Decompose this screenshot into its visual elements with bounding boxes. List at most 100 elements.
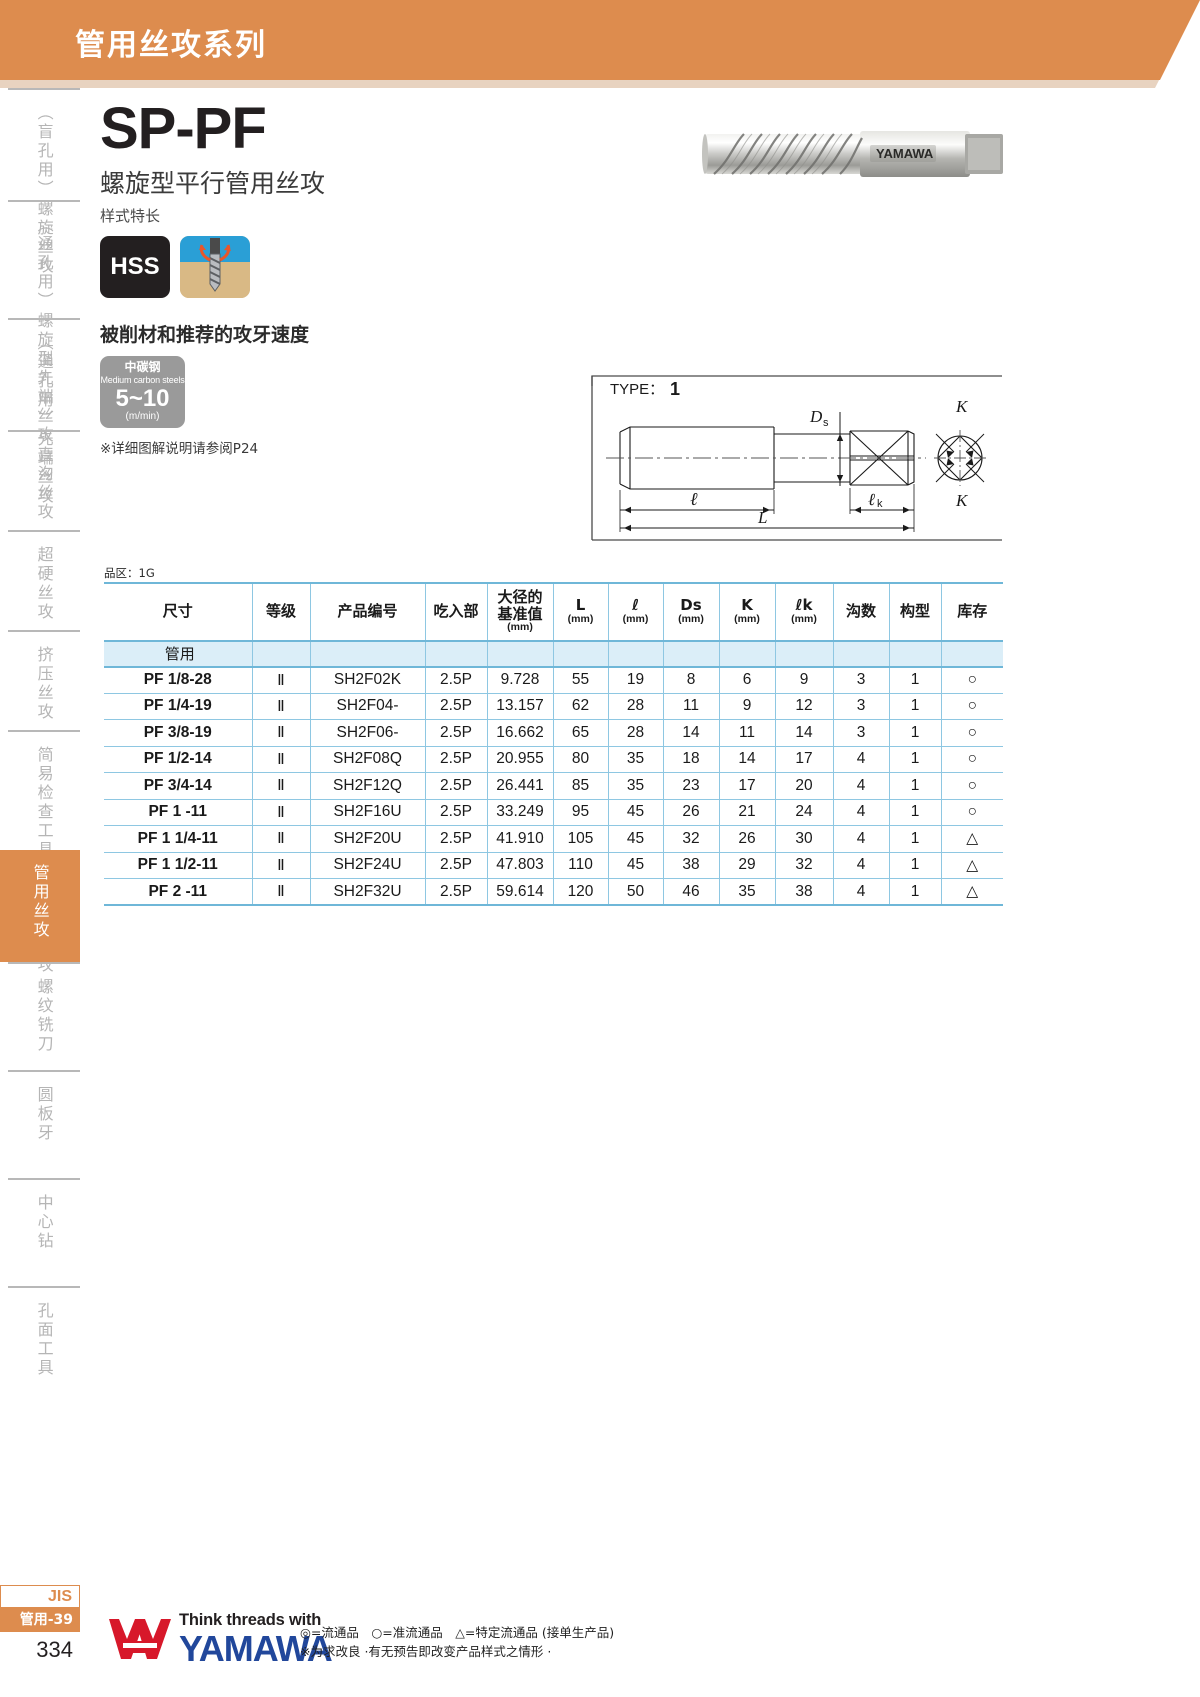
page-title: SP-PF [100, 96, 267, 161]
cell-flute-count: 4 [832, 825, 889, 853]
column-header-7: Ds (mm) [662, 583, 719, 641]
sidebar-item-7[interactable]: 管用丝攻 [0, 850, 80, 962]
table-row: PF 1 1/4-11 Ⅱ SH2F20U 2.5P 41.910 105 45 32 26 30… [104, 825, 1003, 853]
cell-type: 1 [888, 719, 941, 747]
column-header-5: L (mm) [552, 583, 608, 641]
category-cell [888, 640, 941, 668]
cell-grade: Ⅱ [251, 772, 310, 800]
sidebar-item-label: 孔面工具 [34, 1302, 54, 1378]
cell-stock-status: △ [940, 852, 1003, 880]
cell-shank-ds: 23 [662, 772, 719, 800]
sidebar-item-4[interactable]: 超硬丝攻 [8, 530, 80, 630]
cutting-speed-badge: 中碳钢 Medium carbon steels 5~10 (m/min) [100, 356, 185, 428]
product-info-block: SP-PF 螺旋型平行管用丝攻 样式特长 HSS 被削材和推荐的攻牙速度 [100, 100, 1020, 457]
category-cell [424, 640, 487, 668]
dim-lk: ℓ [868, 490, 875, 509]
sidebar-item-sublabel: （盲孔用） [34, 104, 54, 199]
sidebar-item-3[interactable]: 直沟丝攻 [8, 430, 80, 530]
cell-chamfer: 2.5P [424, 772, 487, 800]
cell-length-L: 65 [552, 719, 608, 747]
stock-legend: ◎=流通品 ○=准流通品 △=特定流通品 (接单生产品) ※为求改良 ·有无预告… [300, 1623, 614, 1662]
sidebar-item-6[interactable]: 特殊螺纹丝攻简易检查工具 [8, 730, 80, 975]
sidebar-item-1[interactable]: 螺旋型先端丝攻 （通孔用） [8, 200, 80, 445]
sidebar-item-label: 螺旋型先端丝攻 [34, 312, 54, 445]
table-row: PF 1 1/2-11 Ⅱ SH2F24U 2.5P 47.803 110 45 38 29 32… [104, 852, 1003, 880]
cell-length-l: 35 [607, 772, 663, 800]
cell-product-code: SH2F32U [309, 878, 425, 907]
cell-stock-status: △ [940, 878, 1003, 907]
sidebar-item-2[interactable]: 先端丝攻 （通孔用） [8, 318, 80, 506]
cell-grade: Ⅱ [251, 693, 310, 721]
sidebar-item-label: 中心钻 [34, 1194, 54, 1251]
cell-major-diameter: 33.249 [486, 799, 553, 827]
type-label: TYPE： [610, 381, 664, 398]
cell-major-diameter: 47.803 [486, 852, 553, 880]
cell-flute-count: 3 [832, 666, 889, 694]
cell-flute-count: 4 [832, 799, 889, 827]
cell-shank-ds: 32 [662, 825, 719, 853]
svg-text:s: s [823, 417, 829, 429]
sidebar-item-9[interactable]: 圆板牙 [8, 1070, 80, 1178]
cell-stock-status: ○ [940, 772, 1003, 800]
svg-text:k: k [877, 498, 883, 510]
column-unit: (mm) [734, 612, 760, 625]
dim-L: L [757, 508, 767, 527]
dim-l-small: ℓ [690, 489, 698, 509]
sidebar-item-label: 管用丝攻 [30, 864, 50, 940]
page-side-marker: JIS 管用-39 334 [0, 1585, 80, 1663]
cell-square-k: 17 [718, 772, 775, 800]
column-header-11: 构型 [888, 583, 941, 641]
logo-tagline: Think threads with [179, 1611, 322, 1629]
sidebar-item-0[interactable]: 螺旋丝攻 （盲孔用） [8, 88, 80, 276]
technical-drawing: TYPE： 1 [578, 372, 1006, 550]
cell-length-L: 110 [552, 852, 608, 880]
cell-grade: Ⅱ [251, 825, 310, 853]
cell-type: 1 [888, 666, 941, 694]
cell-flute-count: 3 [832, 719, 889, 747]
sidebar-item-11[interactable]: 孔面工具 [8, 1286, 80, 1406]
column-unit: (mm) [622, 612, 649, 625]
cell-grade: Ⅱ [251, 666, 310, 694]
column-header-6: ℓ (mm) [607, 583, 663, 641]
sidebar-item-label: 挤压丝攻 [34, 646, 54, 722]
cell-length-l: 28 [607, 719, 663, 747]
sidebar-item-5[interactable]: 挤压丝攻 [8, 630, 80, 730]
category-cell [251, 640, 310, 668]
cell-flute-count: 4 [832, 746, 889, 774]
cell-length-L: 55 [552, 666, 608, 694]
yamawa-mark-icon [105, 1615, 175, 1663]
cell-size: PF 1 -11 [104, 799, 252, 827]
cell-square-k: 14 [718, 746, 775, 774]
column-unit: (mm) [678, 612, 704, 625]
reference-note: ※详细图解说明请参阅P24 [100, 441, 259, 457]
cell-grade: Ⅱ [251, 878, 310, 907]
cell-type: 1 [888, 852, 941, 880]
column-header-3: 吃入部 [424, 583, 487, 641]
sidebar-item-8[interactable]: 螺纹铣刀 [8, 962, 80, 1070]
cell-square-length-lk: 12 [774, 693, 833, 721]
badge-row: HSS [100, 236, 1020, 298]
cell-major-diameter: 20.955 [486, 746, 553, 774]
cell-square-length-lk: 32 [774, 852, 833, 880]
category-cell [940, 640, 1003, 668]
cell-length-L: 62 [552, 693, 608, 721]
cell-grade: Ⅱ [251, 746, 310, 774]
cell-major-diameter: 41.910 [486, 825, 553, 853]
jis-badge: JIS [0, 1585, 80, 1608]
sidebar-item-sublabel: （通孔用） [34, 216, 54, 311]
cell-type: 1 [888, 799, 941, 827]
cell-square-k: 21 [718, 799, 775, 827]
type-value: 1 [670, 379, 680, 399]
product-feature-label: 样式特长 [100, 207, 161, 225]
cell-shank-ds: 46 [662, 878, 719, 907]
speed-value: 5~10 [115, 384, 170, 412]
svg-text:YAMAWA: YAMAWA [876, 146, 934, 161]
category-cell [552, 640, 608, 668]
cell-shank-ds: 26 [662, 799, 719, 827]
cell-length-l: 28 [607, 693, 663, 721]
cell-flute-count: 3 [832, 693, 889, 721]
cell-size: PF 1/4-19 [104, 693, 252, 721]
cell-chamfer: 2.5P [424, 878, 487, 907]
sidebar-item-10[interactable]: 中心钻 [8, 1178, 80, 1286]
